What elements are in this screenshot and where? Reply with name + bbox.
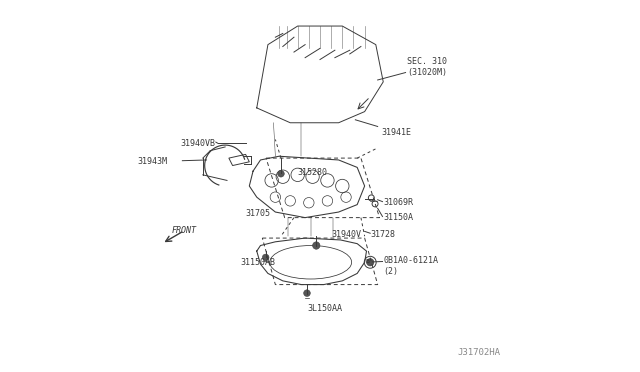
Circle shape [262,254,269,261]
Circle shape [367,259,374,266]
Text: 31940VB: 31940VB [181,139,216,148]
Text: B: B [365,259,369,264]
Text: 31728: 31728 [370,230,396,239]
Text: 3L150AA: 3L150AA [307,304,342,313]
Circle shape [303,290,310,296]
Circle shape [278,170,284,177]
Text: 31705: 31705 [246,209,271,218]
Text: 31150A: 31150A [383,213,413,222]
Text: 31069R: 31069R [383,198,413,207]
Text: J31702HA: J31702HA [458,348,500,357]
Text: 31940V: 31940V [331,230,361,239]
Circle shape [312,242,320,249]
Text: FRONT: FRONT [172,226,196,235]
Text: SEC. 310
(31020M): SEC. 310 (31020M) [408,57,447,77]
Text: 31941E: 31941E [381,128,412,137]
Text: 0B1A0-6121A
(2): 0B1A0-6121A (2) [383,256,438,276]
Text: 315280: 315280 [298,169,328,177]
Text: 31150AB: 31150AB [240,258,275,267]
Text: 31943M: 31943M [138,157,168,166]
